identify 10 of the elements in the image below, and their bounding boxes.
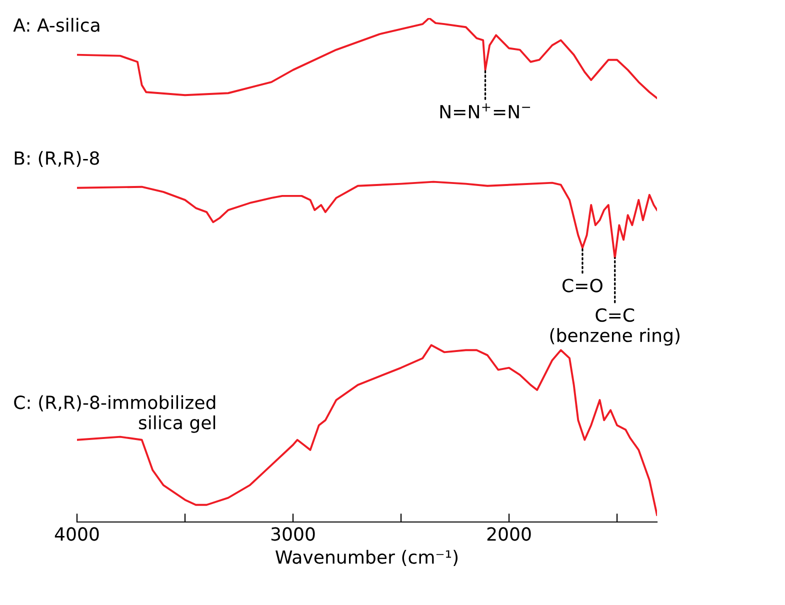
annotation: N=N$^{+}$=N$^{−}$ [440,103,530,118]
series-label: A: A-silica [13,18,100,32]
x-tick-label: 4000 [54,527,99,541]
annotation: C=C (benzene ring) [550,308,680,346]
x-axis-title: Wavenumber (cm⁻¹) [276,550,458,566]
series-label: B: (R,R)-8 [14,150,100,168]
x-tick-label: 2000 [487,527,531,541]
series-label: C: (R,R)-8-immobilized silica gel [14,395,216,433]
annotation: C=O [562,278,602,292]
x-tick-label: 3000 [271,527,315,541]
